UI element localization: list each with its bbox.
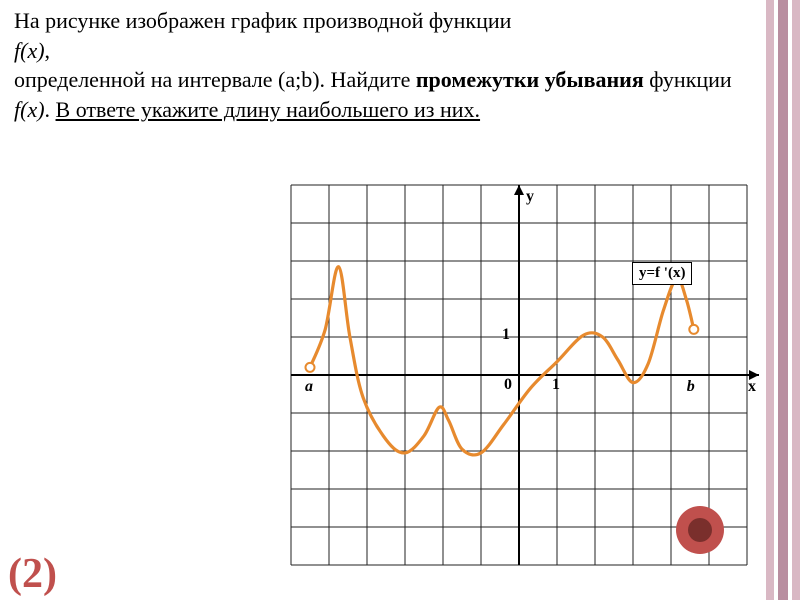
text-segment: f(x) — [14, 97, 45, 122]
text-segment: промежутки убывания — [416, 67, 644, 92]
axis-label-a: a — [305, 378, 313, 396]
text-segment: определенной на интервале (a;b). Найдите — [14, 67, 416, 92]
text-segment: f(x) — [14, 38, 45, 63]
axis-label-origin: 0 — [504, 376, 512, 394]
text-segment: . — [45, 97, 56, 122]
decorative-stripes — [766, 0, 800, 600]
text-segment: На рисунке изображен график производной … — [14, 8, 511, 33]
axis-label-one-y: 1 — [502, 326, 510, 344]
axis-label-x: x — [748, 378, 756, 396]
problem-text: На рисунке изображен график производной … — [14, 6, 754, 125]
axis-label-one-x: 1 — [552, 376, 560, 394]
chart-legend: y=f '(x) — [632, 262, 692, 285]
axis-label-b: b — [687, 378, 695, 396]
text-segment: , — [45, 38, 51, 63]
answer-number: (2) — [8, 550, 57, 598]
decorative-bullet-inner — [688, 518, 712, 542]
text-segment: функции — [644, 67, 732, 92]
text-segment: В ответе укажите длину наибольшего из ни… — [56, 97, 481, 122]
axis-label-y: y — [526, 188, 534, 206]
